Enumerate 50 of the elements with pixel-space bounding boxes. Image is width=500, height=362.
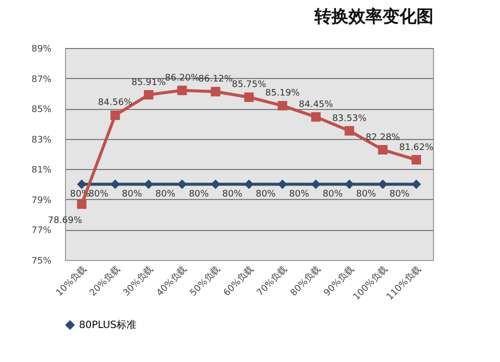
data-label: 78.69% bbox=[48, 216, 83, 226]
data-label: 80% bbox=[289, 189, 310, 200]
data-label: 81.62% bbox=[399, 142, 434, 153]
point bbox=[144, 90, 154, 100]
data-label: 80% bbox=[256, 189, 276, 200]
data-label: 85.75% bbox=[232, 80, 267, 90]
y-tick-label: 77% bbox=[31, 226, 52, 236]
y-tick-label: 81% bbox=[31, 166, 52, 176]
point bbox=[311, 112, 321, 122]
y-tick-label: 89% bbox=[31, 44, 52, 54]
data-label: 85.91% bbox=[131, 78, 166, 88]
point bbox=[278, 180, 288, 190]
data-label: 80% bbox=[222, 189, 243, 200]
point bbox=[378, 180, 388, 190]
point bbox=[412, 180, 422, 190]
point bbox=[76, 180, 86, 190]
point bbox=[210, 180, 220, 190]
point bbox=[110, 110, 120, 120]
data-label: 80% bbox=[390, 189, 410, 200]
point bbox=[110, 180, 120, 190]
point bbox=[244, 180, 254, 190]
y-tick-label: 85% bbox=[31, 105, 52, 116]
legend-label: 80PLUS标准 bbox=[79, 319, 136, 331]
point bbox=[412, 155, 422, 164]
data-label: 80% bbox=[155, 189, 176, 200]
point bbox=[344, 126, 354, 136]
data-label: 84.56% bbox=[98, 98, 133, 108]
y-tick-label: 79% bbox=[31, 196, 52, 206]
data-label: 83.53% bbox=[332, 114, 367, 124]
point bbox=[144, 180, 154, 190]
y-tick-label: 83% bbox=[31, 135, 52, 146]
data-label: 80% bbox=[188, 189, 210, 200]
point bbox=[210, 86, 220, 96]
point bbox=[177, 180, 187, 190]
data-label: 84.45% bbox=[298, 100, 334, 110]
data-label: 80% bbox=[322, 189, 344, 200]
point bbox=[378, 145, 388, 155]
chart-title: 转换效率变化图 bbox=[313, 7, 434, 27]
data-label: 85.19% bbox=[265, 88, 300, 99]
point bbox=[244, 92, 254, 102]
data-label: 80% bbox=[356, 189, 377, 200]
point bbox=[344, 180, 354, 190]
point bbox=[177, 86, 187, 96]
data-label: 80% bbox=[88, 189, 109, 200]
point bbox=[311, 180, 321, 190]
y-tick-label: 87% bbox=[31, 74, 52, 85]
point bbox=[278, 100, 288, 110]
y-tick-label: 75% bbox=[31, 256, 52, 266]
data-label: 80% bbox=[122, 189, 142, 200]
point bbox=[76, 199, 86, 209]
